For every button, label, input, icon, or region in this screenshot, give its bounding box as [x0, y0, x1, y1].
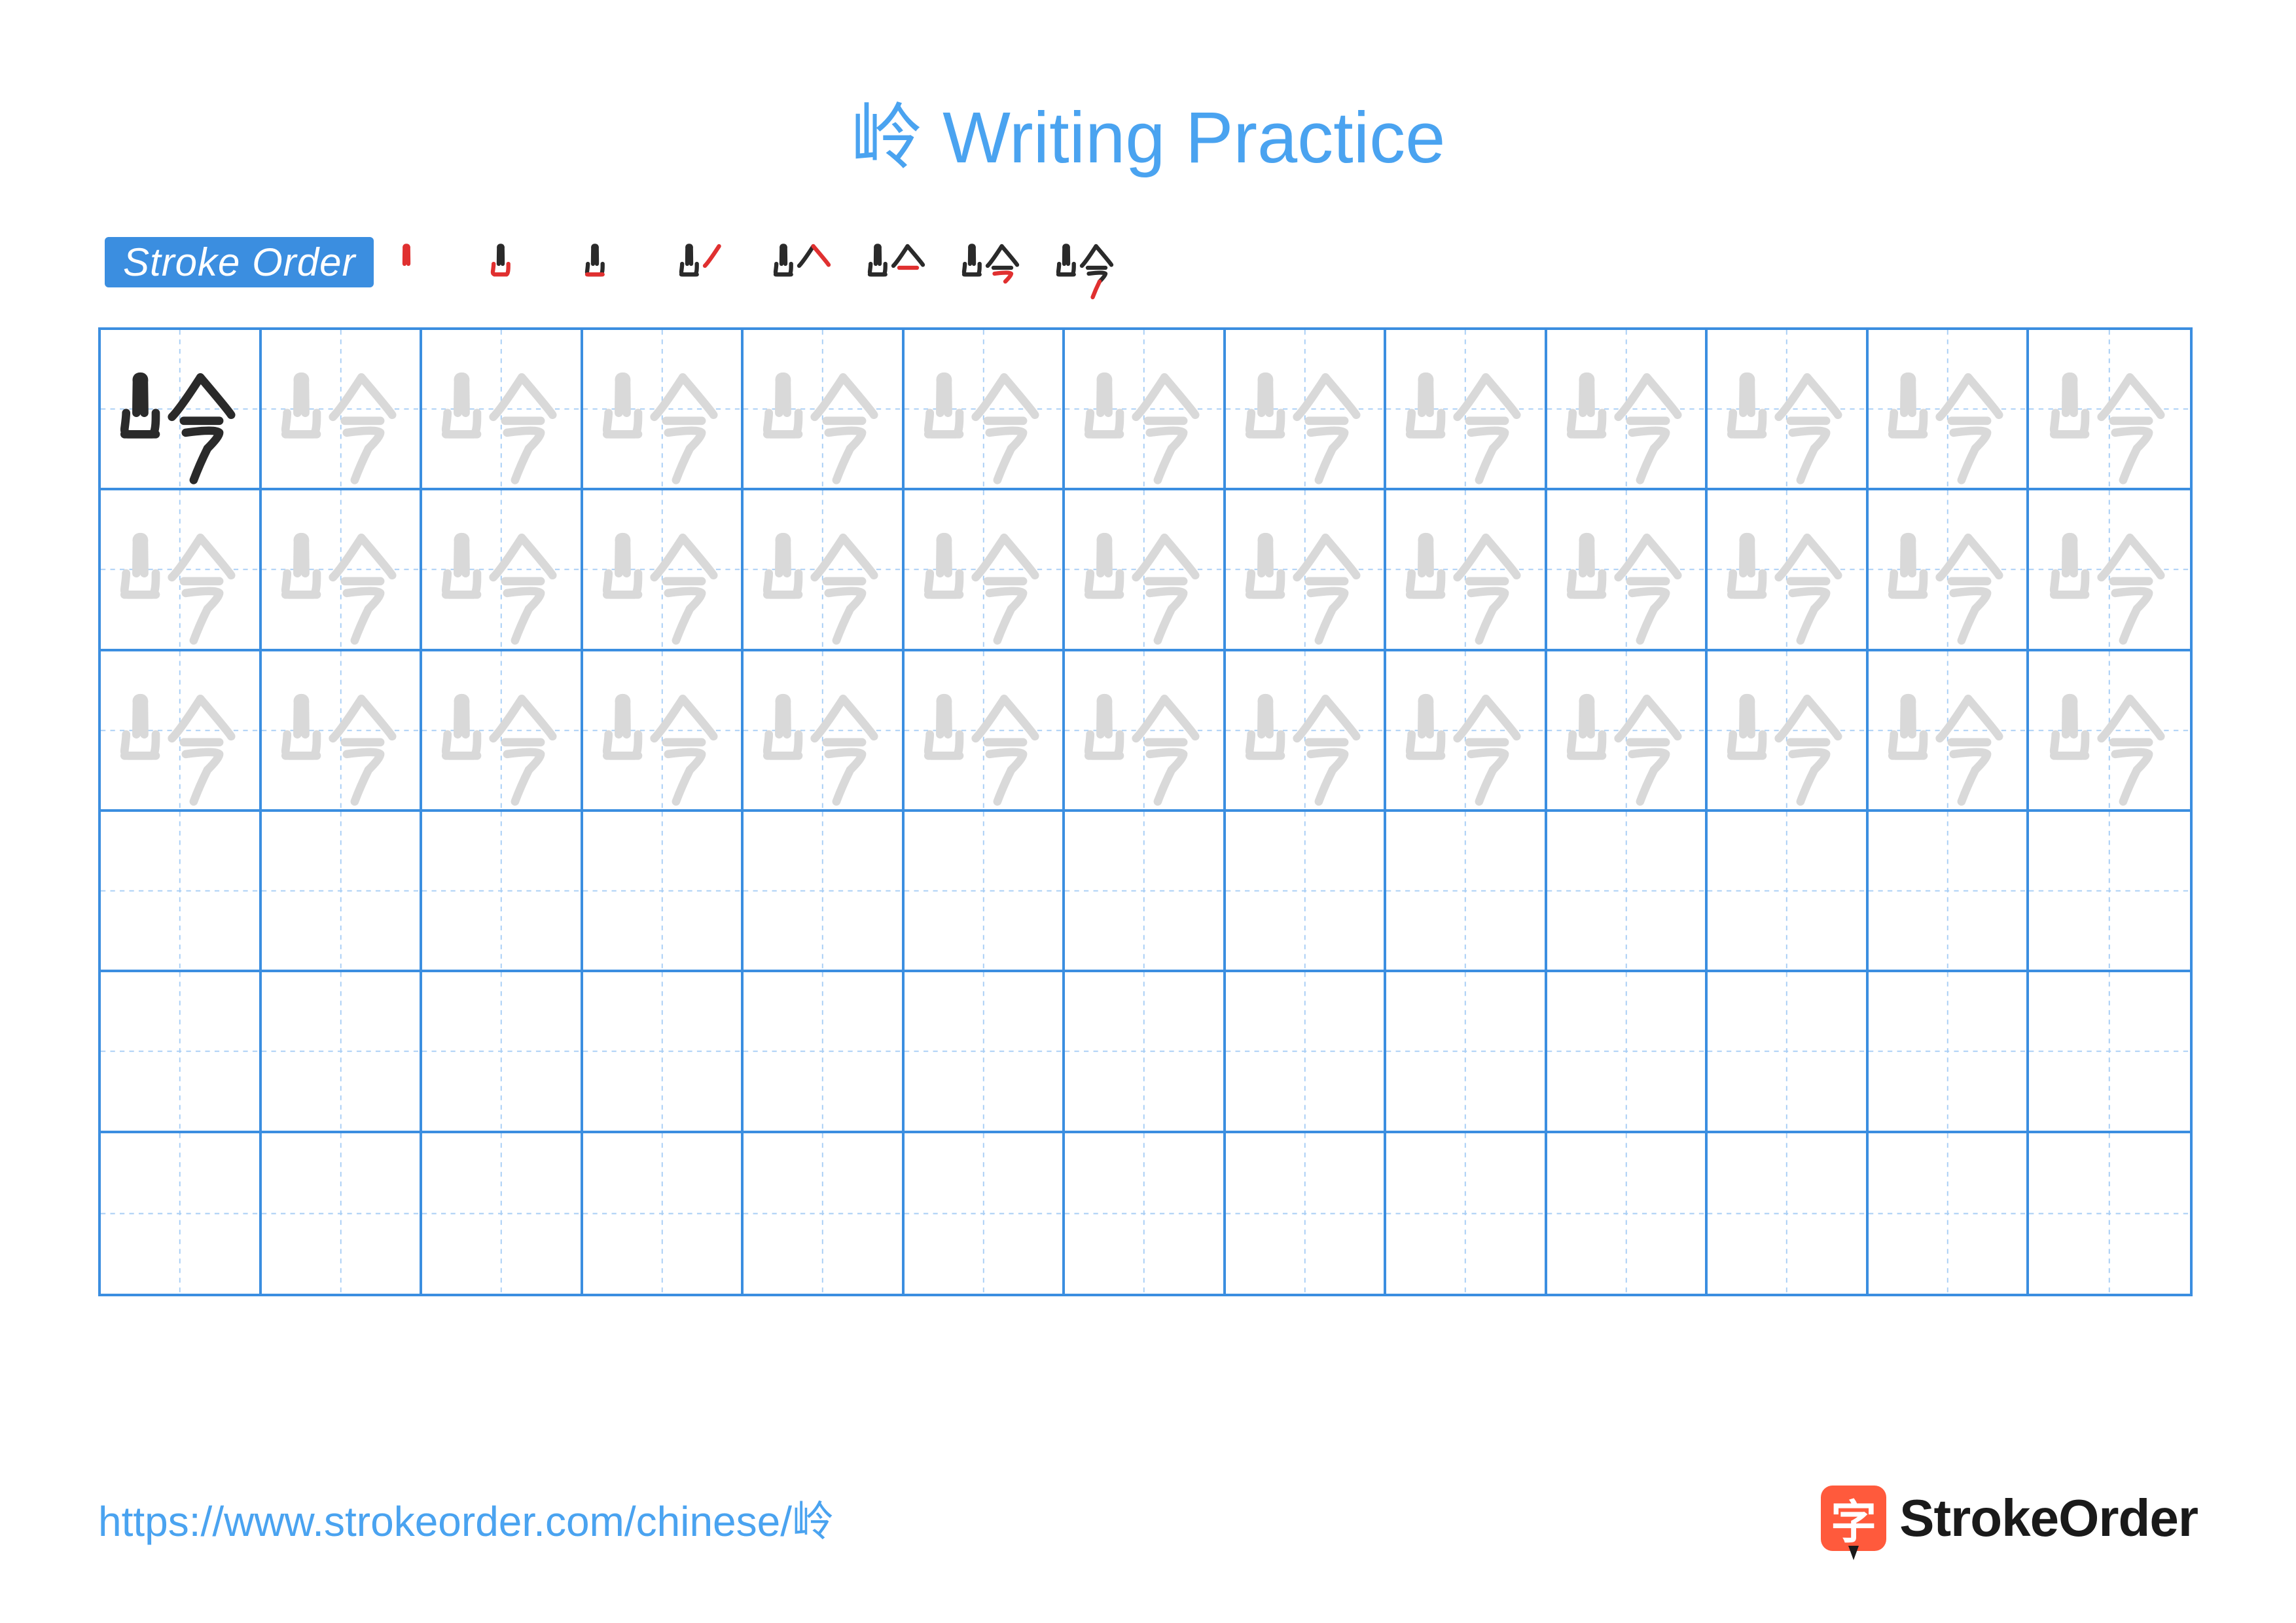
- grid-cell: [1869, 812, 2030, 972]
- grid-cell: [1547, 972, 1708, 1133]
- grid-cell: [583, 972, 744, 1133]
- stroke-step-7: [952, 223, 1031, 301]
- grid-cell: [1708, 651, 1869, 812]
- grid-cell: [583, 330, 744, 490]
- grid-cell: [1386, 490, 1547, 651]
- grid-cell: [1065, 812, 1226, 972]
- stroke-step-1: [387, 223, 465, 301]
- grid-cell: [1869, 330, 2030, 490]
- grid-cell: [583, 1133, 744, 1294]
- grid-cell: [583, 812, 744, 972]
- grid-cell: [1547, 812, 1708, 972]
- practice-grid: [98, 327, 2193, 1296]
- grid-cell: [2029, 330, 2190, 490]
- grid-cell: [422, 651, 583, 812]
- grid-cell: [1708, 330, 1869, 490]
- grid-cell: [1547, 330, 1708, 490]
- logo-icon: 字: [1821, 1486, 1886, 1551]
- grid-cell: [905, 972, 1066, 1133]
- logo-text: StrokeOrder: [1899, 1488, 2198, 1548]
- grid-cell: [1065, 330, 1226, 490]
- grid-cell: [1869, 1133, 2030, 1294]
- grid-cell: [1869, 490, 2030, 651]
- grid-cell: [905, 330, 1066, 490]
- grid-cell: [905, 812, 1066, 972]
- stroke-order-row: Stroke Order: [98, 223, 2198, 301]
- grid-cell: [101, 1133, 262, 1294]
- grid-cell: [1226, 812, 1387, 972]
- grid-cell: [2029, 972, 2190, 1133]
- grid-cell: [1547, 651, 1708, 812]
- grid-cell: [1065, 1133, 1226, 1294]
- grid-cell: [101, 330, 262, 490]
- grid-cell: [422, 1133, 583, 1294]
- grid-cell: [262, 651, 423, 812]
- stroke-step-4: [670, 223, 748, 301]
- grid-cell: [262, 490, 423, 651]
- grid-cell: [905, 1133, 1066, 1294]
- grid-cell: [744, 1133, 905, 1294]
- grid-cell: [1226, 1133, 1387, 1294]
- grid-cell: [1386, 812, 1547, 972]
- grid-cell: [1869, 651, 2030, 812]
- grid-cell: [905, 490, 1066, 651]
- grid-cell: [1708, 490, 1869, 651]
- stroke-step-5: [764, 223, 842, 301]
- grid-cell: [905, 651, 1066, 812]
- grid-cell: [744, 972, 905, 1133]
- grid-cell: [1065, 490, 1226, 651]
- grid-cell: [262, 1133, 423, 1294]
- grid-cell: [422, 490, 583, 651]
- grid-cell: [583, 651, 744, 812]
- grid-cell: [1065, 651, 1226, 812]
- stroke-step-2: [481, 223, 560, 301]
- grid-cell: [1386, 1133, 1547, 1294]
- stroke-step-6: [858, 223, 937, 301]
- grid-cell: [262, 972, 423, 1133]
- grid-cell: [744, 651, 905, 812]
- grid-cell: [101, 490, 262, 651]
- grid-cell: [422, 330, 583, 490]
- grid-cell: [101, 812, 262, 972]
- grid-cell: [1547, 490, 1708, 651]
- grid-cell: [744, 330, 905, 490]
- grid-cell: [2029, 651, 2190, 812]
- grid-cell: [262, 330, 423, 490]
- page-title: 岭 Writing Practice: [98, 79, 2198, 183]
- grid-cell: [1226, 972, 1387, 1133]
- grid-cell: [1708, 972, 1869, 1133]
- grid-cell: [101, 972, 262, 1133]
- grid-cell: [262, 812, 423, 972]
- grid-cell: [2029, 812, 2190, 972]
- grid-cell: [744, 812, 905, 972]
- stroke-step-3: [575, 223, 654, 301]
- stroke-step-8: [1047, 223, 1125, 301]
- source-url: https://www.strokeorder.com/chinese/岭: [98, 1488, 834, 1548]
- grid-cell: [2029, 1133, 2190, 1294]
- grid-cell: [1386, 651, 1547, 812]
- grid-cell: [2029, 490, 2190, 651]
- grid-cell: [583, 490, 744, 651]
- stroke-order-badge: Stroke Order: [105, 237, 374, 287]
- grid-cell: [1226, 330, 1387, 490]
- grid-cell: [1708, 1133, 1869, 1294]
- grid-cell: [744, 490, 905, 651]
- grid-cell: [1708, 812, 1869, 972]
- grid-cell: [1226, 651, 1387, 812]
- grid-cell: [1226, 490, 1387, 651]
- grid-cell: [101, 651, 262, 812]
- grid-cell: [1386, 330, 1547, 490]
- grid-cell: [1065, 972, 1226, 1133]
- logo: 字 StrokeOrder: [1821, 1486, 2198, 1551]
- grid-cell: [422, 972, 583, 1133]
- grid-cell: [1547, 1133, 1708, 1294]
- grid-cell: [422, 812, 583, 972]
- grid-cell: [1386, 972, 1547, 1133]
- grid-cell: [1869, 972, 2030, 1133]
